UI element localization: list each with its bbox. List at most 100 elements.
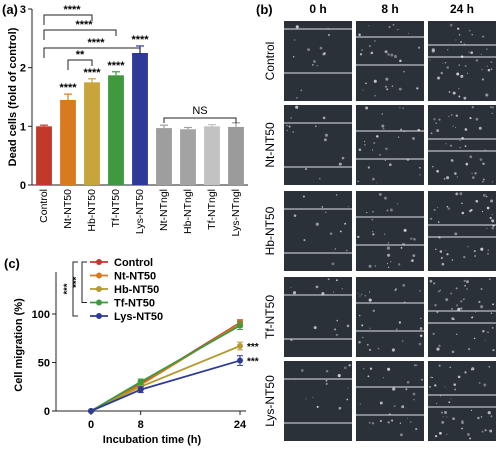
legend-swatch-marker <box>96 259 102 265</box>
cell-speck <box>487 331 489 334</box>
cell-speck <box>369 348 371 351</box>
cell-speck <box>417 128 421 132</box>
cell-speck <box>491 226 495 230</box>
cell-speck <box>386 88 389 91</box>
cell-speck <box>460 55 464 58</box>
cell-speck <box>358 340 361 344</box>
cell-speck <box>325 382 328 385</box>
cell-speck <box>457 27 460 30</box>
micrograph <box>428 191 496 271</box>
cell-speck <box>440 395 442 397</box>
cell-speck <box>492 224 495 227</box>
x-axis-title-c: Incubation time (h) <box>103 434 202 446</box>
bar <box>180 129 196 185</box>
cell-speck <box>368 421 371 424</box>
cell-speck <box>406 417 408 419</box>
cell-speck <box>455 287 458 290</box>
cell-speck <box>449 23 453 27</box>
cell-speck <box>401 340 404 342</box>
cell-speck <box>391 419 394 422</box>
cell-speck <box>365 82 367 85</box>
cell-speck <box>387 242 390 244</box>
cell-speck <box>450 398 452 400</box>
cell-speck <box>436 347 440 351</box>
cell-speck <box>288 125 291 128</box>
cell-speck <box>446 66 449 69</box>
cell-speck <box>437 76 441 80</box>
cell-speck <box>479 158 483 161</box>
cell-speck <box>348 364 351 367</box>
significance-bracket <box>43 14 93 25</box>
cell-speck <box>392 387 396 391</box>
x-tick-label-a: Hb-NTngl <box>182 189 194 234</box>
cell-speck <box>484 339 486 341</box>
cell-speck <box>384 50 388 54</box>
cell-speck <box>459 139 461 142</box>
cell-speck <box>413 364 416 367</box>
cell-speck <box>397 28 399 31</box>
cell-speck <box>491 327 494 329</box>
cell-speck <box>357 235 360 239</box>
cell-speck <box>456 72 460 76</box>
cell-speck <box>441 420 445 424</box>
cell-speck <box>403 130 406 133</box>
cell-speck <box>431 48 435 52</box>
cell-speck <box>440 71 444 75</box>
cell-speck <box>458 64 460 66</box>
cell-speck <box>385 147 388 151</box>
legend-swatch-marker <box>96 286 102 292</box>
row-label: Tf-NT50 <box>263 295 277 339</box>
micrograph <box>284 191 352 271</box>
x-tick-label-a: Lys-NTngl <box>230 189 242 236</box>
cell-speck <box>432 332 435 336</box>
cell-speck <box>415 428 418 431</box>
cell-speck <box>402 283 406 287</box>
cell-speck <box>464 284 466 287</box>
cell-speck <box>450 292 453 295</box>
cell-speck <box>366 211 368 214</box>
cell-speck <box>327 28 329 30</box>
cell-speck <box>387 253 391 257</box>
cell-speck <box>406 158 410 161</box>
cell-speck <box>396 203 399 205</box>
bar-significance: **** <box>107 60 125 72</box>
cell-speck <box>325 369 329 373</box>
cell-speck <box>489 216 492 220</box>
cell-speck <box>471 172 473 175</box>
legend-label: Control <box>114 257 153 269</box>
cell-speck <box>419 174 421 176</box>
cell-speck <box>398 87 402 91</box>
cell-speck <box>399 106 401 109</box>
cell-speck <box>292 56 295 58</box>
cell-speck <box>294 378 296 380</box>
cell-speck <box>482 178 485 181</box>
row-label: Nt-NT50 <box>263 122 277 168</box>
cell-speck <box>398 263 401 266</box>
cell-speck <box>411 259 414 262</box>
x-tick-label-a: Control <box>38 189 50 223</box>
cell-speck <box>339 230 342 233</box>
cell-speck <box>466 433 470 436</box>
cell-speck <box>481 210 484 213</box>
cell-speck <box>358 148 362 152</box>
cell-speck <box>420 378 423 381</box>
cell-speck <box>324 133 328 137</box>
cell-speck <box>491 214 493 216</box>
cell-speck <box>436 169 439 173</box>
micrograph <box>284 21 352 101</box>
cell-speck <box>286 124 288 127</box>
bar-significance: **** <box>83 67 101 79</box>
cell-speck <box>486 252 490 255</box>
cell-speck <box>446 176 450 180</box>
cell-speck <box>474 172 477 175</box>
cell-speck <box>441 262 445 266</box>
cell-speck <box>437 206 439 208</box>
cell-speck <box>357 180 359 183</box>
cell-speck <box>430 132 433 135</box>
cell-speck <box>390 53 394 57</box>
cell-speck <box>412 254 416 257</box>
cell-speck <box>480 53 483 56</box>
cell-speck <box>488 278 491 281</box>
cell-speck <box>471 106 474 109</box>
cell-speck <box>338 162 342 166</box>
